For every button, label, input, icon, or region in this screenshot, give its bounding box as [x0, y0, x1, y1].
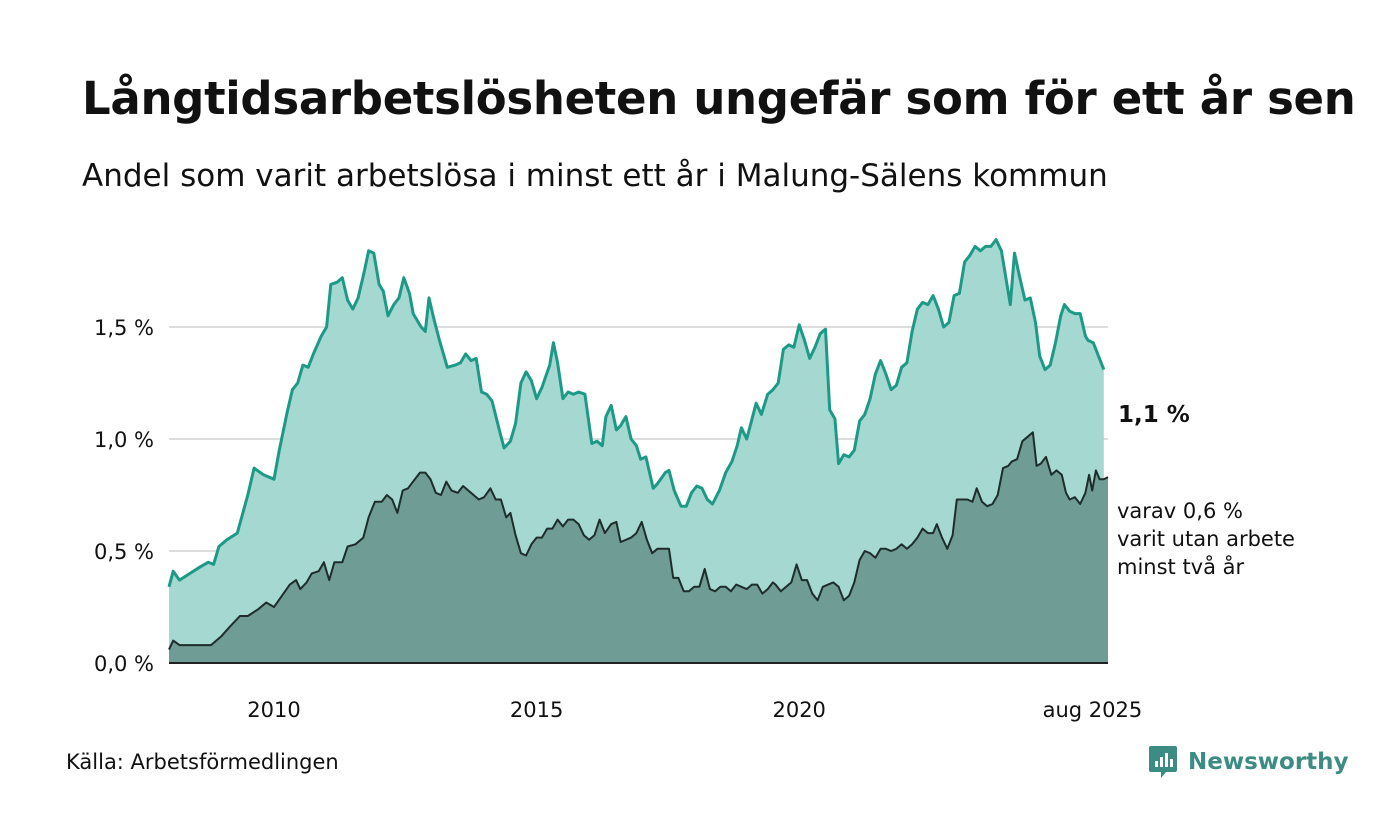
series-2-end-label-line: minst två år [1117, 554, 1245, 579]
end-labels: 1,1 % varav 0,6 % varit utan arbete minst t… [1117, 402, 1295, 579]
chart-title: Långtidsarbetslösheten ungefär som för e… [82, 72, 1356, 125]
x-tick-label: 2010 [247, 698, 300, 722]
series-2-line [168, 431, 1109, 651]
series-2-end-label-line: varav 0,6 % [1117, 499, 1243, 523]
x-tick-label: aug 2025 [1043, 698, 1143, 722]
y-tick-label: 0,0 % [94, 652, 154, 676]
axes: 0,0 % 0,5 % 1,0 % 1,5 % 2010 2015 2020 aug 2025 [94, 316, 1142, 722]
brand: Newsworthy [1148, 744, 1349, 780]
y-tick-label: 0,5 % [94, 540, 154, 564]
newsworthy-logo-icon [1149, 746, 1177, 778]
series-2-end-label-line: varit utan arbete [1117, 527, 1295, 551]
x-tick-label: 2015 [510, 698, 563, 722]
y-tick-label: 1,0 % [94, 428, 154, 452]
series-2-area [169, 432, 1108, 663]
area-series [167, 238, 1109, 663]
brand-name: Newsworthy [1188, 749, 1349, 775]
source-note: Källa: Arbetsförmedlingen [66, 750, 339, 774]
y-tick-label: 1,5 % [94, 316, 154, 340]
series-1-end-label: 1,1 % [1118, 402, 1190, 428]
x-tick-label: 2020 [772, 698, 825, 722]
chart-subtitle: Andel som varit arbetslösa i minst ett å… [82, 158, 1108, 194]
series-1-line [167, 238, 1106, 588]
